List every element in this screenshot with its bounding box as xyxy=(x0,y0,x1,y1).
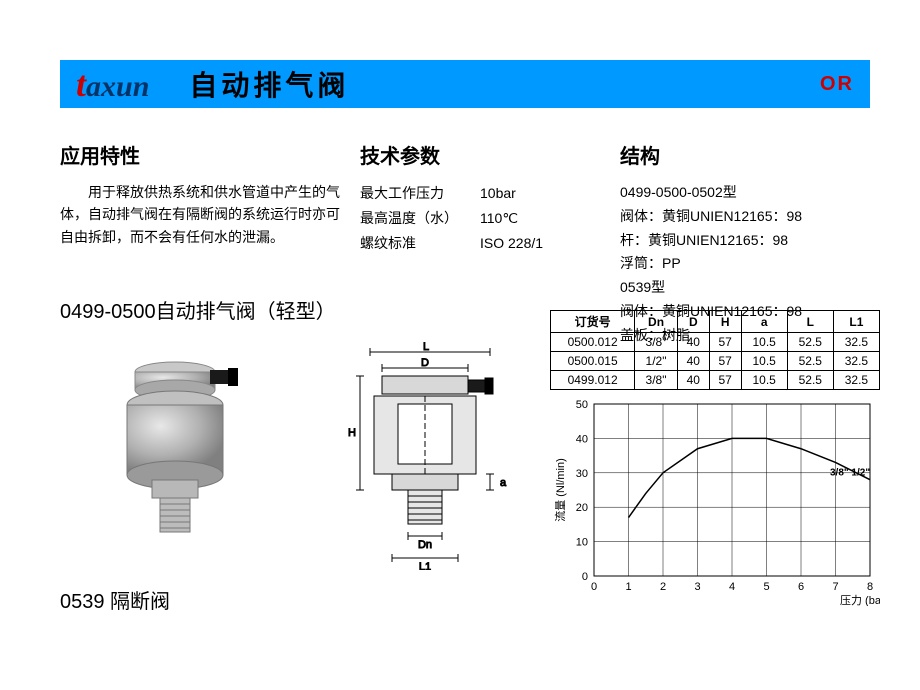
spec-label: 最高温度（水） xyxy=(360,206,480,231)
technical-drawing: L D xyxy=(330,340,520,570)
spec-label: 螺纹标准 xyxy=(360,231,480,256)
table-cell: 57 xyxy=(709,333,741,352)
table-cell: 10.5 xyxy=(741,333,787,352)
table-header-cell: 订货号 xyxy=(551,311,635,333)
table-cell: 10.5 xyxy=(741,371,787,390)
svg-text:流量 (Nl/min): 流量 (Nl/min) xyxy=(553,458,567,522)
dim-Dn: Dn xyxy=(418,539,432,551)
svg-text:30: 30 xyxy=(576,468,588,480)
table-header-cell: L1 xyxy=(833,311,879,333)
structure-line: 杆：黄铜UNIEN12165：98 xyxy=(620,229,880,253)
bottom-product-label: 0539 隔断阀 xyxy=(60,585,170,614)
spec-table: 订货号DnDHaLL1 0500.0123/8"405710.552.532.5… xyxy=(550,310,880,390)
table-cell: 0500.015 xyxy=(551,352,635,371)
table-header-cell: a xyxy=(741,311,787,333)
svg-text:20: 20 xyxy=(576,502,588,514)
svg-text:0: 0 xyxy=(591,581,597,593)
svg-text:1: 1 xyxy=(625,581,631,593)
table-cell: 0500.012 xyxy=(551,333,635,352)
spec-row: 最高温度（水）110℃ xyxy=(360,206,590,231)
svg-text:5: 5 xyxy=(763,581,769,593)
structure-line: 浮筒：PP xyxy=(620,252,880,276)
table-cell: 32.5 xyxy=(833,371,879,390)
table-cell: 52.5 xyxy=(787,371,833,390)
flow-chart: 0 1 2 3 4 5 6 7 8 0 10 20 30 40 50 压力 (bar) 流量 (Nl/min) 3… xyxy=(550,396,880,606)
svg-text:50: 50 xyxy=(576,399,588,411)
tech-spec-column: 技术参数 最大工作压力10bar最高温度（水）110℃螺纹标准ISO 228/1 xyxy=(360,140,590,257)
data-block: 订货号DnDHaLL1 0500.0123/8"405710.552.532.5… xyxy=(550,310,880,611)
logo-accent-letter: t xyxy=(76,64,86,104)
logo-rest: axun xyxy=(86,70,149,103)
structure-line: 阀体：黄铜UNIEN12165：98 xyxy=(620,205,880,229)
table-cell: 52.5 xyxy=(787,333,833,352)
table-body: 0500.0123/8"405710.552.532.50500.0151/2"… xyxy=(551,333,880,390)
table-cell: 57 xyxy=(709,352,741,371)
structure-title: 结构 xyxy=(620,140,880,169)
dim-H: H xyxy=(348,427,356,439)
tech-spec-title: 技术参数 xyxy=(360,140,590,169)
table-cell: 0499.012 xyxy=(551,371,635,390)
svg-text:0: 0 xyxy=(582,571,588,583)
spec-value: ISO 228/1 xyxy=(480,231,543,256)
svg-text:8: 8 xyxy=(867,581,873,593)
spec-value: 10bar xyxy=(480,181,516,206)
product-photo xyxy=(100,350,260,550)
page-title: 自动排气阀 xyxy=(189,64,349,104)
table-cell: 32.5 xyxy=(833,333,879,352)
table-header-row: 订货号DnDHaLL1 xyxy=(551,311,880,333)
table-cell: 32.5 xyxy=(833,352,879,371)
table-header-cell: D xyxy=(677,311,709,333)
table-row: 0500.0123/8"405710.552.532.5 xyxy=(551,333,880,352)
dim-L1: L1 xyxy=(419,561,431,570)
tech-spec-list: 最大工作压力10bar最高温度（水）110℃螺纹标准ISO 228/1 xyxy=(360,181,590,257)
table-cell: 40 xyxy=(677,371,709,390)
svg-text:6: 6 xyxy=(798,581,804,593)
svg-text:2: 2 xyxy=(660,581,666,593)
svg-text:4: 4 xyxy=(729,581,735,593)
spec-label: 最大工作压力 xyxy=(360,181,480,206)
table-cell: 52.5 xyxy=(787,352,833,371)
table-cell: 40 xyxy=(677,333,709,352)
svg-text:10: 10 xyxy=(576,537,588,549)
table-cell: 57 xyxy=(709,371,741,390)
table-header-cell: L xyxy=(787,311,833,333)
spec-row: 螺纹标准ISO 228/1 xyxy=(360,231,590,256)
svg-text:7: 7 xyxy=(832,581,838,593)
dim-L: L xyxy=(423,341,429,353)
table-cell: 3/8" xyxy=(635,371,678,390)
spec-value: 110℃ xyxy=(480,206,518,231)
table-row: 0499.0123/8"405710.552.532.5 xyxy=(551,371,880,390)
figure-area: L D xyxy=(60,340,870,630)
dim-a: a xyxy=(500,477,507,489)
table-cell: 1/2" xyxy=(635,352,678,371)
table-cell: 3/8" xyxy=(635,333,678,352)
spec-row: 最大工作压力10bar xyxy=(360,181,590,206)
dim-D: D xyxy=(421,357,429,369)
table-header-cell: H xyxy=(709,311,741,333)
table-header-cell: Dn xyxy=(635,311,678,333)
structure-line: 0499-0500-0502型 xyxy=(620,181,880,205)
svg-text:40: 40 xyxy=(576,433,588,445)
application-body: 用于释放供热系统和供水管道中产生的气体，自动排气阀在有隔断阀的系统运行时亦可自由… xyxy=(60,181,350,248)
table-row: 0500.0151/2"405710.552.532.5 xyxy=(551,352,880,371)
application-title: 应用特性 xyxy=(60,140,350,169)
product-subheading: 0499-0500自动排气阀（轻型） xyxy=(60,295,336,324)
table-cell: 10.5 xyxy=(741,352,787,371)
table-cell: 40 xyxy=(677,352,709,371)
svg-text:压力 (bar): 压力 (bar) xyxy=(840,594,880,606)
svg-text:3/8" 1/2": 3/8" 1/2" xyxy=(830,468,870,479)
structure-line: 0539型 xyxy=(620,276,880,300)
header-badge: OR xyxy=(820,73,854,96)
brand-logo: taxun xyxy=(76,63,149,105)
header-bar: taxun 自动排气阀 OR xyxy=(60,60,870,108)
svg-text:3: 3 xyxy=(694,581,700,593)
application-column: 应用特性 用于释放供热系统和供水管道中产生的气体，自动排气阀在有隔断阀的系统运行… xyxy=(60,140,350,248)
